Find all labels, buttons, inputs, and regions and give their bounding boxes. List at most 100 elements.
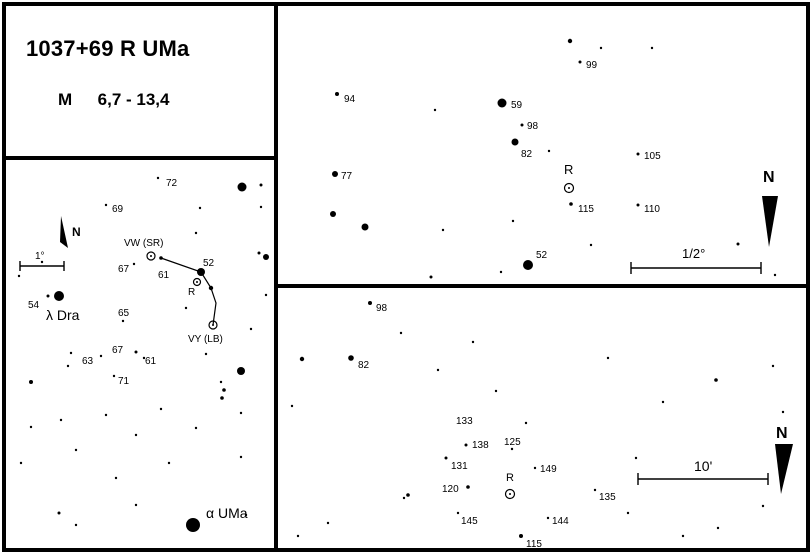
star bbox=[19, 461, 23, 465]
star bbox=[546, 516, 550, 520]
star bbox=[716, 526, 720, 530]
deep-field-svg: R 98 82 133 138 125 131 149 120 135 145 … bbox=[290, 301, 793, 548]
star-label: 131 bbox=[451, 461, 468, 472]
star bbox=[634, 456, 638, 460]
star bbox=[46, 294, 50, 298]
star bbox=[194, 426, 198, 430]
star bbox=[499, 270, 503, 274]
star bbox=[589, 243, 593, 247]
star bbox=[547, 149, 551, 153]
star-label: 82 bbox=[521, 149, 533, 160]
star bbox=[17, 274, 21, 278]
star bbox=[330, 211, 336, 217]
mid-field-labels: 99 94 59 98 82 105 77 115 110 52 bbox=[341, 60, 661, 261]
star bbox=[520, 123, 524, 127]
star bbox=[509, 493, 511, 495]
star bbox=[504, 488, 516, 500]
lambda-dra-label: λ Dra bbox=[46, 307, 80, 323]
star bbox=[736, 242, 740, 246]
star-label: 135 bbox=[599, 492, 616, 503]
star bbox=[99, 354, 103, 358]
star bbox=[599, 46, 603, 50]
star bbox=[112, 374, 116, 378]
wide-scale-label: 1° bbox=[35, 251, 45, 262]
star bbox=[194, 231, 198, 235]
title-panel: 1037+69 R UMa M 6,7 - 13,4 bbox=[2, 2, 278, 160]
alpha-uma-label: α UMa bbox=[206, 505, 248, 521]
star bbox=[29, 380, 33, 384]
star bbox=[569, 202, 573, 206]
mid-variable-marker bbox=[563, 182, 575, 194]
star bbox=[29, 425, 33, 429]
star bbox=[533, 466, 537, 470]
star bbox=[244, 513, 248, 517]
star bbox=[681, 534, 685, 538]
mid-scale-label: 1/2° bbox=[682, 246, 705, 261]
star-label: 69 bbox=[112, 204, 124, 215]
star bbox=[714, 378, 718, 382]
star-label: VW (SR) bbox=[124, 238, 163, 249]
star bbox=[456, 511, 460, 515]
star-label: VY (LB) bbox=[188, 334, 223, 345]
star-label: 63 bbox=[82, 356, 94, 367]
star bbox=[220, 396, 224, 400]
star bbox=[626, 511, 630, 515]
star bbox=[237, 182, 247, 192]
star-label: 52 bbox=[203, 258, 215, 269]
star bbox=[368, 301, 372, 305]
magnitude-prefix: M bbox=[58, 90, 73, 109]
star bbox=[198, 206, 202, 210]
star bbox=[114, 476, 118, 480]
star bbox=[257, 251, 261, 255]
deep-scale-label: 10' bbox=[694, 458, 712, 474]
star bbox=[196, 281, 198, 283]
mid-north-label: N bbox=[763, 169, 775, 186]
star bbox=[59, 418, 63, 422]
star bbox=[159, 407, 163, 411]
star bbox=[361, 223, 369, 231]
star bbox=[40, 260, 44, 264]
star bbox=[332, 171, 338, 177]
star bbox=[326, 521, 330, 525]
wide-scale-bar bbox=[19, 261, 65, 271]
star bbox=[159, 256, 163, 260]
wide-field-variable-labels: VW (SR) R VY (LB) bbox=[124, 238, 223, 345]
star-label: 67 bbox=[118, 264, 130, 275]
star bbox=[523, 260, 533, 270]
star-label: 77 bbox=[341, 171, 353, 182]
star bbox=[441, 228, 445, 232]
star bbox=[134, 350, 138, 354]
star bbox=[497, 98, 507, 108]
star bbox=[511, 219, 515, 223]
star bbox=[661, 400, 665, 404]
star bbox=[399, 331, 403, 335]
wide-field-svg: 1° N 72 69 67 61 52 54 65 67 61 63 71 VW… bbox=[17, 176, 269, 532]
star bbox=[219, 380, 223, 384]
mid-field-stars bbox=[330, 38, 777, 279]
star bbox=[494, 389, 498, 393]
deep-field-stars bbox=[290, 301, 785, 538]
star bbox=[74, 523, 78, 527]
lambda-dra-star bbox=[54, 291, 64, 301]
magnitude-range: M 6,7 - 13,4 bbox=[58, 90, 169, 110]
star-label: R bbox=[188, 287, 195, 298]
star bbox=[636, 152, 640, 156]
star-label: 94 bbox=[344, 94, 356, 105]
star bbox=[167, 461, 171, 465]
star bbox=[69, 351, 73, 355]
star-label: 125 bbox=[504, 437, 521, 448]
star bbox=[264, 293, 268, 297]
star bbox=[567, 38, 573, 44]
star bbox=[650, 46, 654, 50]
star bbox=[578, 60, 582, 64]
star bbox=[263, 254, 269, 260]
star-label: 133 bbox=[456, 416, 473, 427]
star bbox=[402, 496, 406, 500]
deep-scale-bar bbox=[637, 473, 769, 485]
star-label: 54 bbox=[28, 300, 40, 311]
star bbox=[444, 456, 448, 460]
star-label: 72 bbox=[166, 178, 178, 189]
wide-north-label: N bbox=[72, 225, 81, 239]
deep-variable-marker bbox=[504, 488, 516, 500]
star-label: 105 bbox=[644, 151, 661, 162]
